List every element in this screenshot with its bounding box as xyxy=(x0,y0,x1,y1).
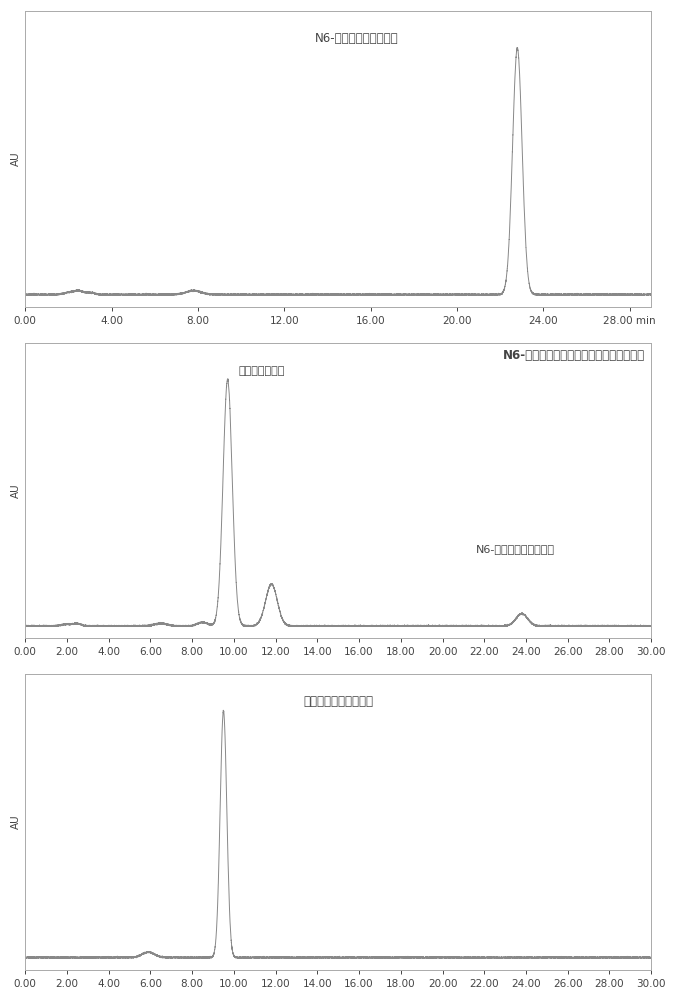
Y-axis label: AU: AU xyxy=(11,815,21,829)
Text: 腺嘌呤核糖核苷标准品: 腺嘌呤核糖核苷标准品 xyxy=(303,695,373,708)
Y-axis label: AU: AU xyxy=(11,152,21,166)
Text: 腺嘌呤核糖核苷: 腺嘌呤核糖核苷 xyxy=(238,366,284,376)
Text: N6-甲基腺嘌呤核糖核苷: N6-甲基腺嘌呤核糖核苷 xyxy=(476,544,555,554)
Text: N6-甲基腺嘌呤核糖核苷脱甲基反应混合物: N6-甲基腺嘌呤核糖核苷脱甲基反应混合物 xyxy=(503,349,645,362)
Text: N6-甲基腺嘌呤核糖核苷: N6-甲基腺嘌呤核糖核苷 xyxy=(315,32,399,45)
Y-axis label: AU: AU xyxy=(11,483,21,498)
